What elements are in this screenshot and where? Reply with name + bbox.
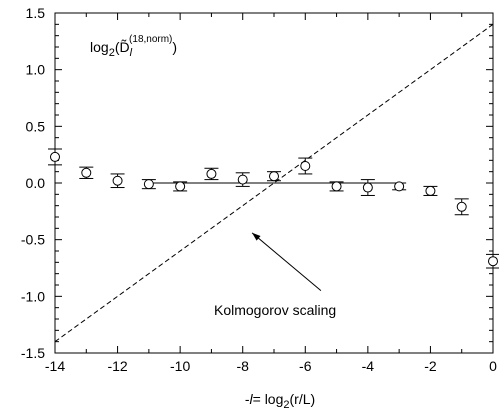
x-axis-label-eq: = log: [253, 391, 284, 407]
data-point: [235, 172, 250, 187]
y-tick-label: 1.0: [26, 62, 46, 78]
point-marker: [81, 167, 92, 178]
chart-lines: [54, 23, 494, 343]
data-point: [392, 181, 407, 192]
arrow-head: [252, 232, 261, 241]
x-tick-label: -8: [236, 358, 249, 374]
plot-title-sup: (18,norm): [129, 34, 172, 45]
x-axis-label: -l= log2(r/L): [245, 391, 315, 411]
point-marker: [456, 201, 467, 212]
x-tick-label: -6: [299, 358, 312, 374]
kolmogorov-annotation: [251, 232, 322, 292]
data-point: [360, 179, 375, 196]
point-marker: [331, 181, 342, 192]
point-marker: [175, 181, 186, 192]
y-tick-label: -1.5: [21, 345, 45, 361]
y-tick-label: -0.5: [21, 232, 45, 248]
kolmogorov-label: Kolmogorov scaling: [214, 302, 336, 318]
axis-ticks: [54, 12, 494, 354]
chart-points: [48, 148, 499, 269]
x-axis-label-sub: 2: [283, 399, 289, 411]
point-marker: [112, 175, 123, 186]
x-tick-label: -2: [424, 358, 437, 374]
x-tick-label: 0: [489, 358, 497, 374]
x-tick-label: -12: [107, 358, 127, 374]
data-point: [454, 198, 469, 216]
axis-tick-labels: -14 -12 -10 -8 -6 -4 -2 0 1.5 1.0 0.5 0.0 -0.5 -1.0 -1…: [21, 5, 497, 374]
data-point: [486, 253, 499, 269]
point-marker: [394, 181, 405, 192]
y-tick-label: 0.5: [26, 118, 46, 134]
x-axis-label-rest: (r/L): [290, 391, 316, 407]
plot-title-l: l: [130, 47, 133, 59]
data-point: [173, 181, 188, 192]
x-tick-label: -14: [45, 358, 65, 374]
data-point: [329, 181, 344, 192]
x-axis-label-prefix: -: [245, 391, 250, 407]
plot-title-label: log2(D̃l (18,norm)): [90, 34, 177, 59]
plot-title-close: ): [172, 39, 177, 55]
data-point: [48, 148, 62, 166]
point-marker: [143, 179, 154, 190]
x-tick-label: -4: [362, 358, 375, 374]
data-point: [204, 167, 219, 181]
data-point: [110, 173, 125, 189]
kolmogorov-line: [54, 23, 494, 343]
point-marker: [425, 185, 436, 196]
data-point: [423, 185, 438, 196]
data-point: [79, 166, 94, 179]
data-point: [141, 179, 156, 190]
x-axis-label-l: l: [250, 391, 254, 407]
plot-title-d: (D̃: [115, 39, 130, 55]
data-point: [267, 171, 281, 182]
arrow-line: [251, 232, 322, 292]
y-tick-label: -1.0: [21, 288, 45, 304]
data-point: [298, 157, 313, 175]
point-marker: [206, 168, 217, 179]
point-marker: [300, 161, 311, 171]
x-tick-label: -10: [170, 358, 190, 374]
point-marker: [237, 174, 248, 185]
y-tick-label: 0.0: [26, 175, 46, 191]
point-marker: [269, 171, 279, 182]
plot-title-log: log: [90, 39, 109, 55]
point-marker: [488, 256, 498, 267]
point-marker: [50, 151, 60, 162]
point-marker: [362, 182, 373, 193]
y-tick-label: 1.5: [26, 5, 46, 21]
plot-title-sub: 2: [109, 47, 115, 59]
